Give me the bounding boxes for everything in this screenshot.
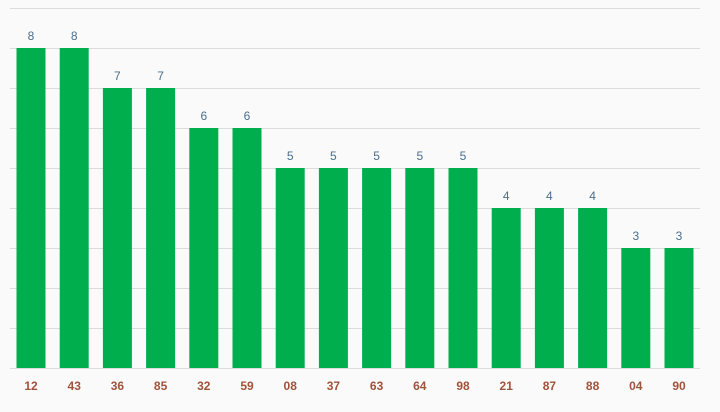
category-label-88: 88	[586, 379, 600, 393]
bar-layer	[16, 48, 694, 368]
category-label-59: 59	[240, 379, 254, 393]
bar-98	[448, 168, 478, 368]
bar-90	[664, 248, 694, 368]
bar-04	[621, 248, 651, 368]
value-label-layer: 8 8 7 7 6 6 5 5 5 5 5 4 4 4 3 3	[28, 29, 683, 243]
category-label-04: 04	[629, 379, 643, 393]
bar-37	[318, 168, 348, 368]
value-label-98: 5	[460, 149, 467, 163]
value-label-59: 6	[244, 109, 251, 123]
bar-88	[578, 208, 608, 368]
category-label-32: 32	[197, 379, 211, 393]
category-label-21: 21	[500, 379, 514, 393]
bar-21	[491, 208, 521, 368]
category-label-63: 63	[370, 379, 384, 393]
value-label-36: 7	[114, 69, 121, 83]
bar-64	[405, 168, 435, 368]
value-label-85: 7	[157, 69, 164, 83]
value-label-87: 4	[546, 189, 553, 203]
bar-12	[16, 48, 46, 368]
value-label-37: 5	[330, 149, 337, 163]
value-label-32: 6	[200, 109, 207, 123]
value-label-12: 8	[28, 29, 35, 43]
value-label-64: 5	[416, 149, 423, 163]
category-label-98: 98	[456, 379, 470, 393]
category-label-layer: 12 43 36 85 32 59 08 37 63 64 98 21 87 88 04 90	[24, 379, 686, 393]
category-label-90: 90	[672, 379, 686, 393]
value-label-04: 3	[632, 229, 639, 243]
value-label-90: 3	[676, 229, 683, 243]
bar-59	[232, 128, 262, 368]
bar-32	[189, 128, 219, 368]
bar-36	[102, 88, 132, 368]
category-label-87: 87	[543, 379, 557, 393]
value-label-08: 5	[287, 149, 294, 163]
bar-87	[534, 208, 564, 368]
bar-43	[59, 48, 89, 368]
category-label-64: 64	[413, 379, 427, 393]
category-label-37: 37	[327, 379, 341, 393]
value-label-43: 8	[71, 29, 78, 43]
category-label-36: 36	[111, 379, 125, 393]
value-label-88: 4	[589, 189, 596, 203]
category-label-08: 08	[284, 379, 298, 393]
category-label-43: 43	[68, 379, 82, 393]
category-label-85: 85	[154, 379, 168, 393]
bar-85	[146, 88, 176, 368]
bar-08	[275, 168, 305, 368]
value-label-63: 5	[373, 149, 380, 163]
bar-63	[362, 168, 392, 368]
value-label-21: 4	[503, 189, 510, 203]
category-label-12: 12	[24, 379, 38, 393]
